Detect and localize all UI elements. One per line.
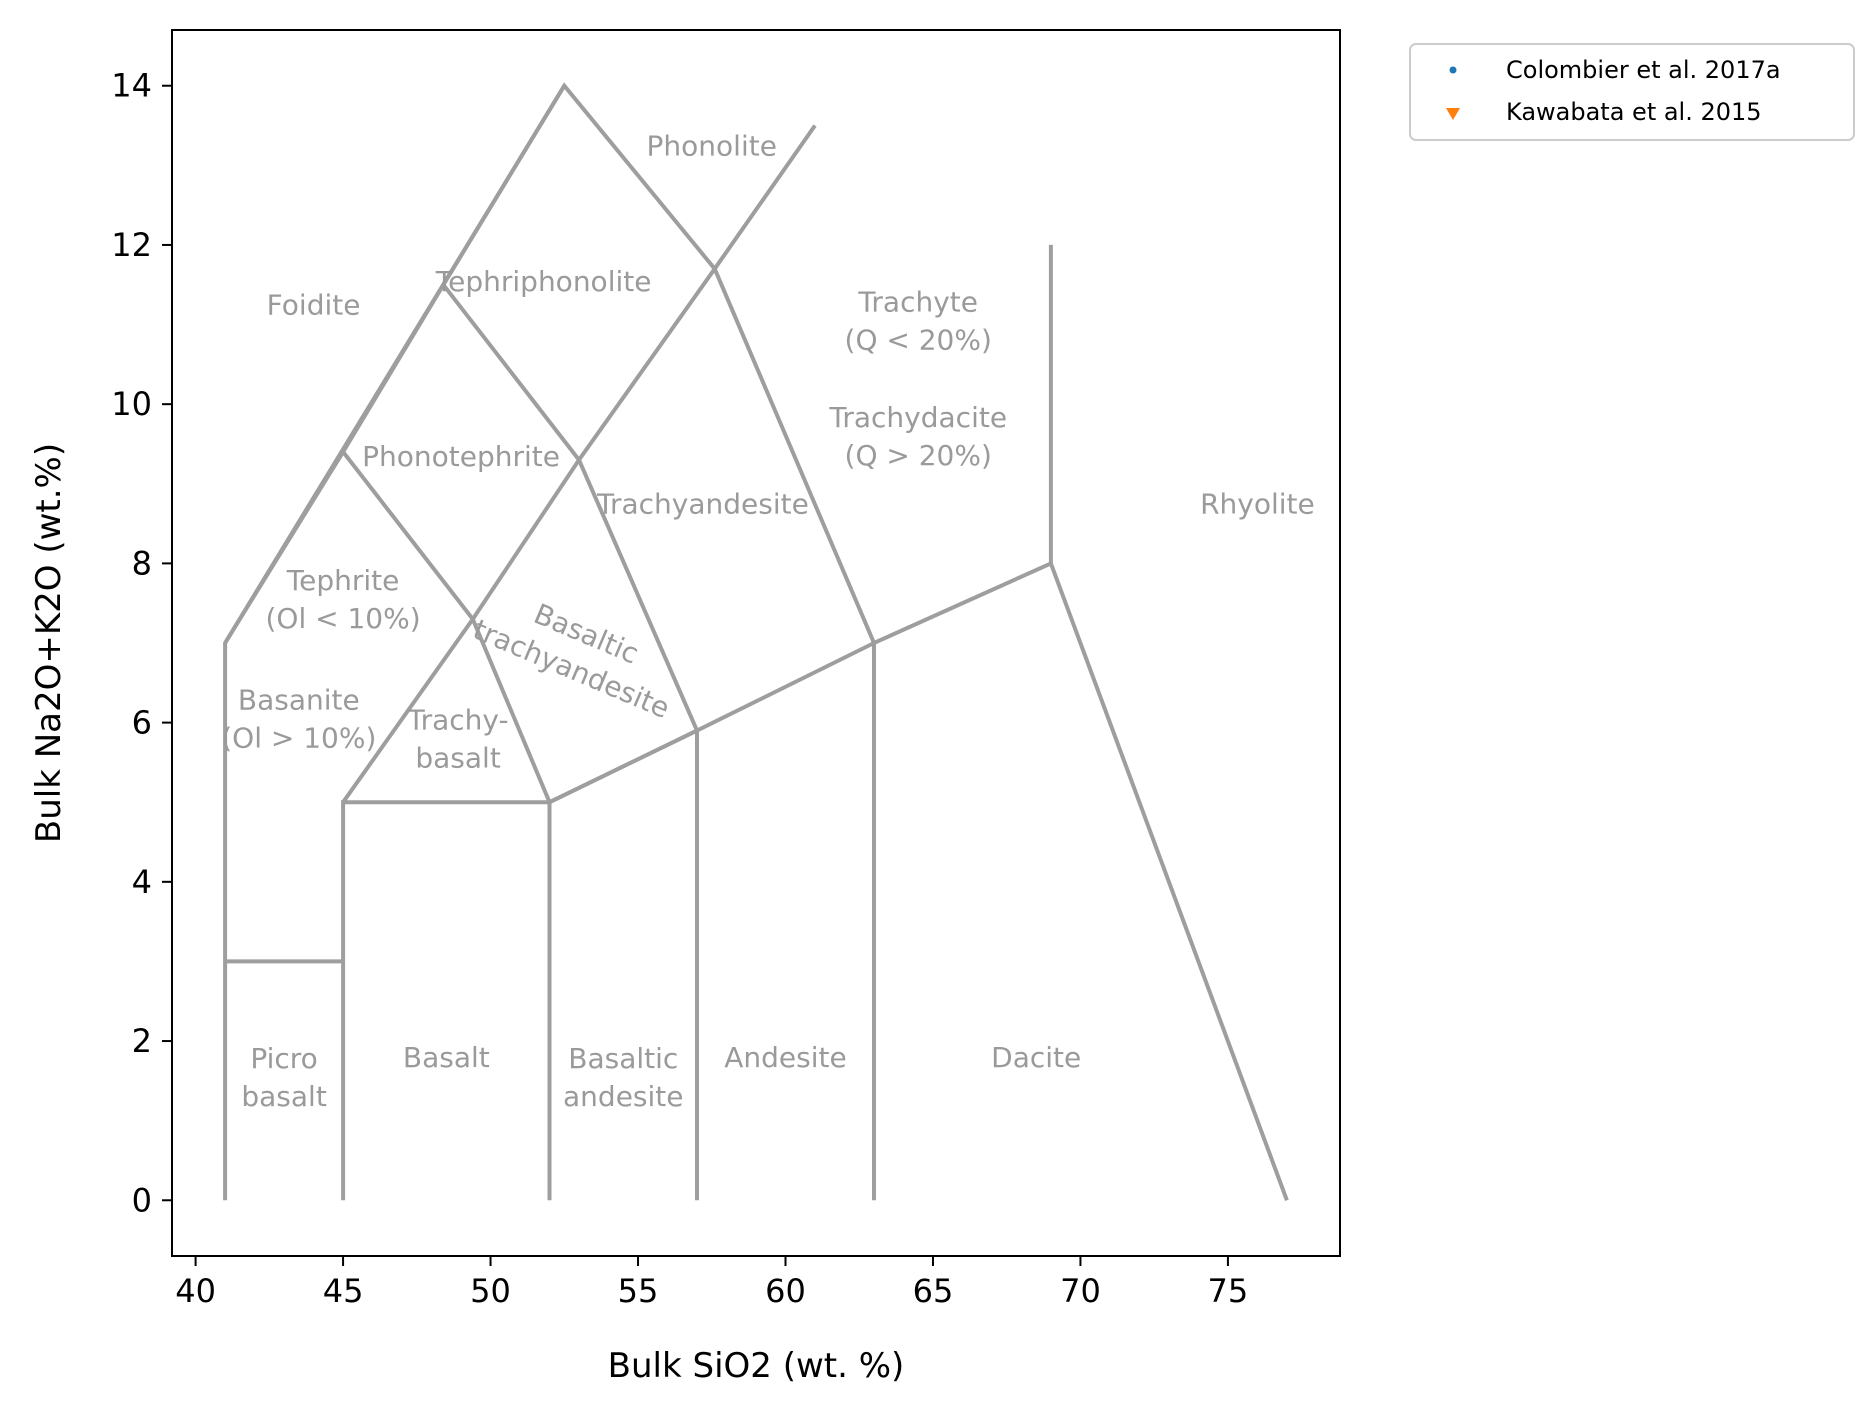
region-label-tephrite-line-1: Tephrite <box>286 564 400 597</box>
x-tick-label-70: 70 <box>1060 1272 1101 1310</box>
y-tick-label-8: 8 <box>132 544 152 582</box>
region-label-andesite-line-1: Andesite <box>724 1041 846 1074</box>
legend: Colombier et al. 2017a Kawabata et al. 2… <box>1409 43 1855 141</box>
region-label-trachyandesite: Trachyandesite <box>596 488 809 521</box>
y-axis: 0 2 4 6 8 10 12 14 <box>111 67 172 1219</box>
region-label-dacite: Dacite <box>991 1041 1081 1074</box>
region-label-trachyte-line-2: (Q < 20%) <box>845 324 992 357</box>
region-label-rhyolite-line-1: Rhyolite <box>1200 488 1315 521</box>
legend-label-colombier: Colombier et al. 2017a <box>1506 56 1781 84</box>
boundary-line-11 <box>441 283 699 732</box>
y-tick-label-6: 6 <box>132 704 152 742</box>
region-labels-layer: Foidite Phonolite Tephriphonolite Trachyte (… <box>221 129 1315 1112</box>
boundary-line-1 <box>223 82 1289 1201</box>
region-label-basanite: Basanite (Ol > 10%) <box>221 684 376 755</box>
region-label-basalt: Basalt <box>403 1041 490 1074</box>
x-axis-title: Bulk SiO2 (wt. %) <box>608 1346 905 1386</box>
y-tick-label-10: 10 <box>111 385 152 423</box>
region-label-tephrite-line-2: (Ol < 10%) <box>265 602 420 635</box>
region-label-picrobasalt-line-2: basalt <box>241 1080 326 1113</box>
y-tick-label-12: 12 <box>111 226 152 264</box>
boundary-line-9 <box>223 84 567 645</box>
region-label-rhyolite: Rhyolite <box>1200 488 1315 521</box>
region-label-foidite-line-1: Foidite <box>267 289 361 322</box>
region-label-basaltic-andesite-line-1: Basaltic <box>568 1042 678 1075</box>
x-tick-label-75: 75 <box>1208 1272 1249 1310</box>
x-tick-label-45: 45 <box>323 1272 364 1310</box>
x-tick-label-40: 40 <box>175 1272 216 1310</box>
region-label-andesite: Andesite <box>724 1041 846 1074</box>
legend-marker-colombier <box>1449 66 1457 74</box>
region-label-tephriphonolite: Tephriphonolite <box>435 265 652 298</box>
region-label-phonolite: Phonolite <box>647 129 777 162</box>
region-label-basalt-line-1: Basalt <box>403 1041 490 1074</box>
legend-marker-kawabata <box>1446 108 1460 120</box>
legend-label-kawabata: Kawabata et al. 2015 <box>1506 98 1762 126</box>
region-label-trachydacite-line-2: (Q > 20%) <box>845 439 992 472</box>
region-label-dacite-line-1: Dacite <box>991 1041 1081 1074</box>
x-axis: 40 45 50 55 60 65 70 75 <box>175 1256 1248 1310</box>
region-label-trachyte-line-1: Trachyte <box>857 286 978 319</box>
region-label-trachybasalt: Trachy-basalt <box>407 704 509 775</box>
region-label-foidite: Foidite <box>267 289 361 322</box>
y-axis-title: Bulk Na2O+K2O (wt.%) <box>29 443 69 843</box>
y-tick-label-0: 0 <box>132 1181 152 1219</box>
region-label-tephriphonolite-line-1: Tephriphonolite <box>435 265 652 298</box>
region-label-phonolite-line-1: Phonolite <box>647 129 777 162</box>
boundaries-layer <box>223 82 1289 1201</box>
x-tick-label-50: 50 <box>470 1272 511 1310</box>
region-label-picrobasalt-line-1: Picro <box>250 1042 317 1075</box>
x-tick-label-55: 55 <box>618 1272 659 1310</box>
legend-frame <box>1409 43 1855 141</box>
region-label-trachyte: Trachyte (Q < 20%) <box>845 286 992 357</box>
boundary-line-5 <box>547 728 698 1201</box>
boundary-line-10 <box>341 450 552 803</box>
region-label-picrobasalt: Picro basalt <box>241 1042 326 1113</box>
region-label-trachybasalt-line-2: basalt <box>415 742 500 775</box>
region-label-trachyandesite-line-1: Trachyandesite <box>596 488 809 521</box>
x-tick-label-60: 60 <box>765 1272 806 1310</box>
x-tick-label-65: 65 <box>913 1272 954 1310</box>
plot-frame <box>171 29 1341 1257</box>
region-label-basanite-line-1: Basanite <box>238 684 360 717</box>
region-label-basanite-line-2: (Ol > 10%) <box>221 722 376 755</box>
region-label-phonotephrite: Phonotephrite <box>362 440 560 473</box>
region-label-trachybasalt-line-1: Trachy- <box>407 704 509 737</box>
region-label-basaltic-andesite-line-2: andesite <box>563 1080 683 1113</box>
y-tick-label-2: 2 <box>132 1022 152 1060</box>
region-label-basaltic-andesite: Basaltic andesite <box>563 1042 683 1113</box>
region-label-phonotephrite-line-1: Phonotephrite <box>362 440 560 473</box>
region-label-tephrite: Tephrite (Ol < 10%) <box>265 564 420 635</box>
region-label-trachydacite-line-1: Trachydacite <box>828 401 1007 434</box>
y-tick-label-4: 4 <box>132 863 152 901</box>
y-tick-label-14: 14 <box>111 67 152 105</box>
region-label-trachydacite: Trachydacite (Q > 20%) <box>828 401 1007 472</box>
